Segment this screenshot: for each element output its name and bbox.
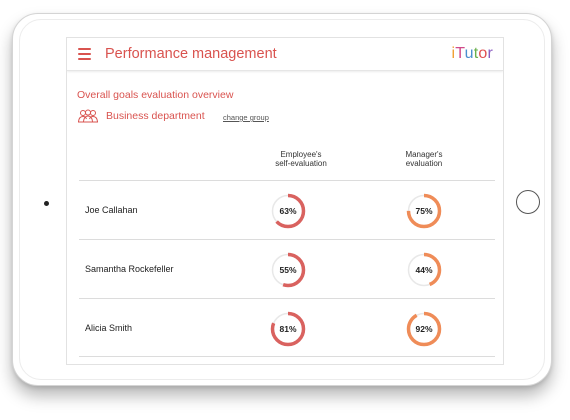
table-row[interactable]: Joe Callahan 63% 75% xyxy=(79,180,495,239)
progress-ring-arc xyxy=(270,311,306,347)
progress-ring-arc xyxy=(406,193,442,229)
app-screen: Performance management iTutor Overall go… xyxy=(66,37,504,365)
hamburger-menu-icon[interactable] xyxy=(78,47,91,61)
logo-letter: t xyxy=(473,45,479,62)
change-group-link[interactable]: change group xyxy=(223,113,269,122)
progress-ring-arc xyxy=(406,252,442,288)
self-evaluation-ring: 63% xyxy=(269,192,307,230)
people-group-icon xyxy=(78,109,98,123)
progress-ring-graphic xyxy=(406,311,442,347)
column-header-line: evaluation xyxy=(405,159,443,168)
self-evaluation-ring: 55% xyxy=(269,251,307,289)
self-evaluation-value: 63% xyxy=(279,206,297,216)
employee-name: Joe Callahan xyxy=(85,205,138,215)
progress-ring-arc xyxy=(270,252,306,288)
self-evaluation-value: 81% xyxy=(279,324,297,334)
employee-name: Alicia Smith xyxy=(85,323,133,333)
logo-letter: i xyxy=(451,45,456,62)
manager-evaluation-ring: 92% xyxy=(405,310,443,348)
column-header-line: self-evaluation xyxy=(275,159,327,168)
progress-ring-graphic xyxy=(270,252,306,288)
logo-letter: u xyxy=(464,45,474,62)
logo-letter: r xyxy=(487,45,493,62)
logo-letter: T xyxy=(455,45,465,62)
column-header-self-evaluation: Employee's self-evaluation xyxy=(251,150,351,168)
column-header-manager-evaluation: Manager's evaluation xyxy=(374,150,474,168)
home-button-icon[interactable] xyxy=(516,190,540,214)
manager-evaluation-value: 44% xyxy=(415,265,433,275)
manager-evaluation-value: 75% xyxy=(415,206,433,216)
employee-name: Samantha Rockefeller xyxy=(85,264,174,274)
table-row[interactable]: Samantha Rockefeller 55% 44% xyxy=(79,239,495,298)
logo-letter: o xyxy=(478,45,488,62)
table-row[interactable]: Alicia Smith 81% 92% xyxy=(79,298,495,357)
progress-ring-graphic xyxy=(406,252,442,288)
manager-evaluation-value: 92% xyxy=(415,324,433,334)
camera-icon xyxy=(44,201,49,206)
table-rows: Joe Callahan 63% 75% Samantha Rockefelle… xyxy=(79,180,495,357)
self-evaluation-value: 55% xyxy=(279,265,297,275)
app-title: Performance management xyxy=(105,46,277,62)
self-evaluation-ring: 81% xyxy=(269,310,307,348)
manager-evaluation-ring: 75% xyxy=(405,192,443,230)
itutor-logo: iTutor xyxy=(451,45,493,63)
overview-title: Overall goals evaluation overview xyxy=(77,89,234,101)
manager-evaluation-ring: 44% xyxy=(405,251,443,289)
tablet-bezel xyxy=(19,19,545,380)
group-row: Business department change group xyxy=(77,109,377,125)
progress-ring-arc xyxy=(270,193,306,229)
column-header-line: Manager's xyxy=(405,150,443,159)
progress-ring-arc xyxy=(406,311,442,347)
progress-ring-graphic xyxy=(270,311,306,347)
group-name: Business department xyxy=(106,110,205,122)
column-header-line: Employee's xyxy=(280,150,322,159)
progress-ring-graphic xyxy=(406,193,442,229)
app-bar: Performance management iTutor xyxy=(67,38,503,71)
progress-ring-graphic xyxy=(270,193,306,229)
